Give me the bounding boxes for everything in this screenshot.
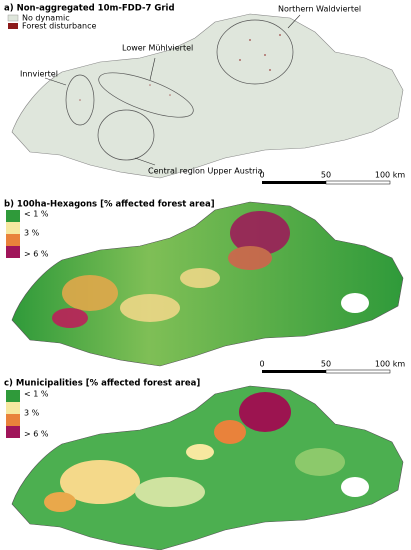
annotation: Northern Waldviertel bbox=[278, 5, 361, 14]
legend-label: > 6 % bbox=[24, 430, 49, 439]
scale-label: 0 bbox=[259, 171, 264, 180]
panel-title: b) 100ha-Hexagons [% affected forest are… bbox=[4, 200, 215, 210]
scale-label: 0 bbox=[259, 360, 264, 369]
scale-label: 100 km bbox=[375, 360, 405, 369]
heat-patches bbox=[52, 211, 290, 328]
panel-title: a) Non-aggregated 10m-FDD-7 Grid bbox=[4, 4, 175, 14]
scale-label: 50 bbox=[321, 360, 331, 369]
legend-label: < 1 % bbox=[24, 390, 49, 399]
legend-label: 3 % bbox=[24, 229, 40, 238]
panel-b: b) 100ha-Hexagons [% affected forest are… bbox=[4, 200, 405, 374]
annotation: Lower Mühlviertel bbox=[122, 44, 193, 53]
legend-label: Forest disturbance bbox=[22, 22, 97, 31]
panel-c: c) Municipalities [% affected forest are… bbox=[4, 379, 404, 550]
panel-title: c) Municipalities [% affected forest are… bbox=[4, 379, 200, 389]
legend-label: < 1 % bbox=[24, 210, 49, 219]
disturbance-dots bbox=[79, 34, 281, 101]
municipality-patches bbox=[44, 392, 345, 512]
legend-label: > 6 % bbox=[24, 250, 49, 259]
legend-label: 3 % bbox=[24, 409, 40, 418]
annotation: Central region Upper Austria bbox=[148, 167, 263, 176]
scale-label: 50 bbox=[321, 171, 331, 180]
map-outline bbox=[11, 13, 404, 179]
annotation: Innviertel bbox=[20, 70, 58, 79]
legend-label: No dynamic bbox=[22, 14, 70, 23]
panel-a: a) Non-aggregated 10m-FDD-7 Grid No dyna… bbox=[4, 4, 405, 185]
scale-label: 100 km bbox=[375, 171, 405, 180]
